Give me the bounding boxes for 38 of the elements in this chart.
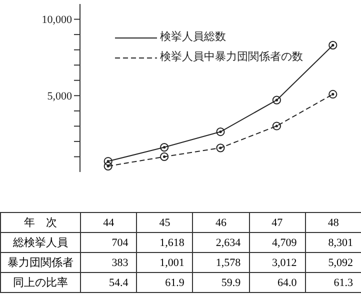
data-label: 1,578	[192, 252, 250, 272]
data-label: 8,301	[305, 232, 361, 252]
data-label: 1,618	[136, 232, 193, 252]
point	[216, 127, 225, 136]
text: 61.9	[136, 272, 193, 292]
legend-label: 検挙人員中暴力団関係者の数	[160, 50, 303, 64]
x-tick-label: 44	[80, 212, 137, 232]
point	[104, 162, 112, 170]
point	[328, 90, 338, 99]
point	[104, 156, 112, 166]
x-tick-label: 46	[192, 212, 250, 232]
text: 59.9	[192, 272, 250, 292]
data-label: 383	[80, 252, 137, 272]
point	[328, 40, 338, 50]
x-tick-label: 45	[136, 212, 193, 232]
data-label: 3,012	[249, 252, 306, 272]
text: 64.0	[249, 272, 306, 292]
data-label: 1,001	[136, 252, 193, 272]
data-label: 4,709	[249, 232, 306, 252]
point	[160, 142, 169, 152]
legend-label: 検挙人員総数	[160, 30, 226, 44]
data-label: 2,634	[192, 232, 250, 252]
point	[216, 144, 225, 152]
x-tick-label: 47	[249, 212, 306, 232]
text: 同上の比率	[0, 272, 80, 292]
text: 総検挙人員	[0, 232, 80, 252]
point	[160, 152, 169, 162]
x-axis-title: 年 次	[0, 212, 80, 232]
text: 54.4	[80, 272, 137, 292]
y-tick-label: 5,000	[47, 90, 72, 103]
data-label: 5,092	[305, 252, 361, 272]
data-label: 704	[80, 232, 137, 252]
text: 暴力団関係者	[0, 252, 80, 272]
x-tick-label: 48	[305, 212, 361, 232]
y-tick-label: 10,000	[42, 14, 72, 26]
point	[272, 96, 281, 104]
point	[272, 122, 281, 130]
text: 61.3	[305, 272, 361, 292]
